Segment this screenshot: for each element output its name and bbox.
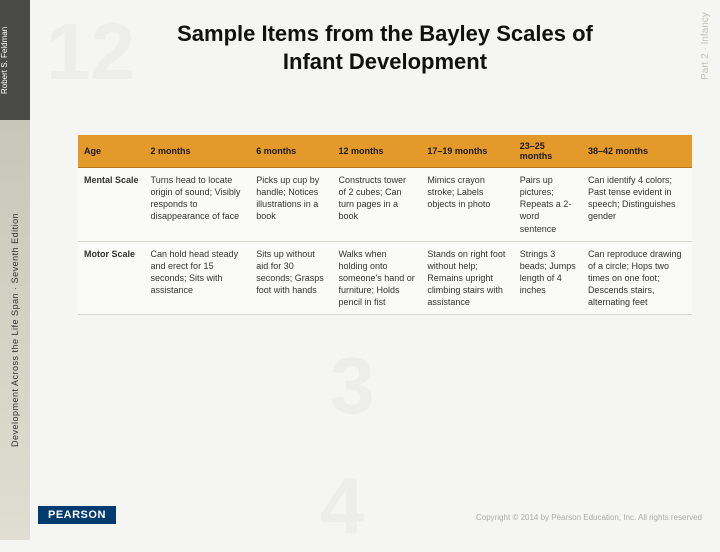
row-label-motor: Motor Scale	[78, 241, 145, 315]
bayley-table: Age 2 months 6 months 12 months 17–19 mo…	[78, 135, 692, 315]
cell: Walks when holding onto someone's hand o…	[332, 241, 421, 315]
sidebar-author: Robert S. Feldman	[0, 0, 30, 120]
col-38-42mo: 38–42 months	[582, 135, 692, 168]
page-title: Sample Items from the Bayley Scales of I…	[78, 20, 692, 75]
table-row: Motor Scale Can hold head steady and ere…	[78, 241, 692, 315]
cell: Strings 3 beads; Jumps length of 4 inche…	[514, 241, 582, 315]
cell: Turns head to locate origin of sound; Vi…	[145, 168, 251, 242]
col-2mo: 2 months	[145, 135, 251, 168]
cell: Pairs up pictures; Repeats a 2-word sent…	[514, 168, 582, 242]
table-row: Mental Scale Turns head to locate origin…	[78, 168, 692, 242]
title-line-2: Infant Development	[283, 49, 487, 74]
pearson-logo: PEARSON	[38, 506, 116, 524]
col-23-25mo: 23–25 months	[514, 135, 582, 168]
cell: Stands on right foot without help; Remai…	[421, 241, 513, 315]
cell: Can hold head steady and erect for 15 se…	[145, 241, 251, 315]
col-6mo: 6 months	[250, 135, 332, 168]
cell: Sits up without aid for 30 seconds; Gras…	[250, 241, 332, 315]
col-17-19mo: 17–19 months	[421, 135, 513, 168]
title-line-1: Sample Items from the Bayley Scales of	[177, 21, 593, 46]
left-sidebar: Robert S. Feldman Development Across the…	[0, 0, 30, 540]
main-content: Sample Items from the Bayley Scales of I…	[30, 0, 720, 540]
cell: Constructs tower of 2 cubes; Can turn pa…	[332, 168, 421, 242]
sidebar-book-title: Development Across the Life Span · Seven…	[0, 120, 30, 540]
cell: Mimics crayon stroke; Labels objects in …	[421, 168, 513, 242]
cell: Picks up cup by handle; Notices illustra…	[250, 168, 332, 242]
table-header-row: Age 2 months 6 months 12 months 17–19 mo…	[78, 135, 692, 168]
row-label-mental: Mental Scale	[78, 168, 145, 242]
copyright-text: Copyright © 2014 by Pearson Education, I…	[476, 513, 702, 522]
cell: Can reproduce drawing of a circle; Hops …	[582, 241, 692, 315]
col-age: Age	[78, 135, 145, 168]
cell: Can identify 4 colors; Past tense eviden…	[582, 168, 692, 242]
col-12mo: 12 months	[332, 135, 421, 168]
